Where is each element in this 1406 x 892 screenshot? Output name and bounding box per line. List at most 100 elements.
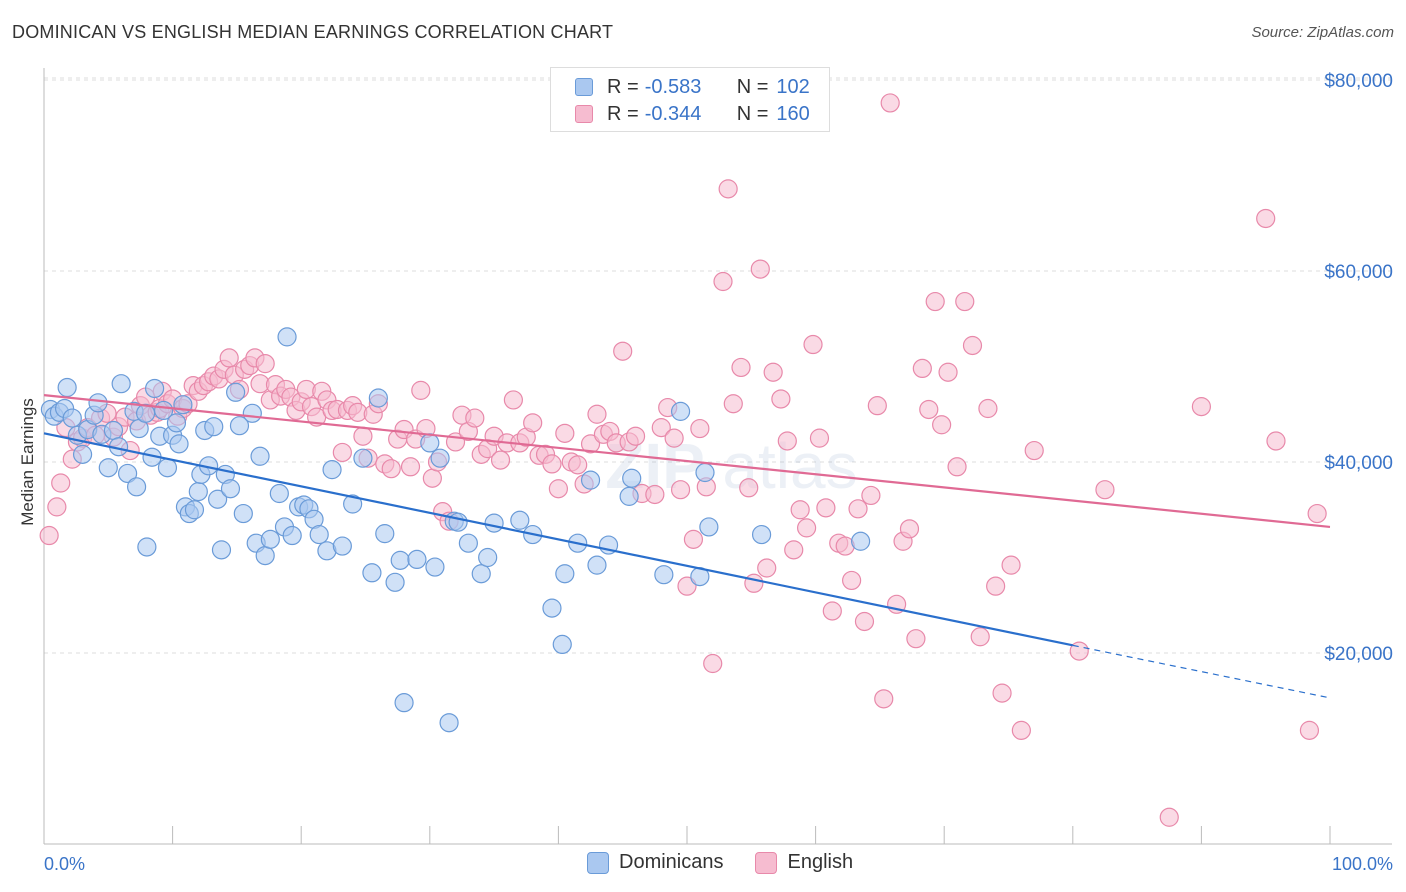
english-point bbox=[816, 498, 836, 518]
dominican-point bbox=[332, 536, 352, 556]
english-point bbox=[880, 93, 900, 113]
dominican-point bbox=[208, 489, 228, 509]
dominican-point bbox=[385, 572, 405, 592]
english-point bbox=[906, 629, 926, 649]
dominican-point bbox=[260, 529, 280, 549]
dominican-point bbox=[622, 468, 642, 488]
english-point bbox=[381, 459, 401, 479]
dominican-point bbox=[88, 393, 108, 413]
dominican-point bbox=[851, 531, 871, 551]
dominican-point bbox=[368, 388, 388, 408]
dominican-point bbox=[695, 462, 715, 483]
legend-item-dominicans: Dominicans bbox=[587, 851, 723, 874]
dominican-point bbox=[229, 416, 250, 436]
dominican-point bbox=[111, 374, 131, 394]
english-point bbox=[1299, 720, 1320, 740]
series-legend: Dominicans English bbox=[587, 851, 885, 874]
dominican-point bbox=[250, 446, 270, 466]
english-point bbox=[625, 426, 646, 446]
dominican-point bbox=[226, 382, 246, 402]
english-point bbox=[677, 576, 697, 596]
english-point bbox=[664, 428, 684, 448]
english-point bbox=[925, 291, 945, 312]
english-point bbox=[796, 518, 817, 538]
english-point bbox=[645, 484, 665, 505]
dominican-point bbox=[542, 598, 562, 618]
english-point bbox=[651, 418, 671, 438]
dominican-point bbox=[394, 693, 414, 713]
dominican-point bbox=[72, 444, 93, 464]
english-point bbox=[750, 259, 770, 279]
english-point bbox=[555, 423, 575, 443]
dominican-point bbox=[448, 512, 468, 532]
dominican-point bbox=[439, 713, 459, 733]
english-point bbox=[1001, 555, 1021, 575]
y-axis-label: Median Earnings bbox=[18, 398, 37, 526]
english-point bbox=[848, 499, 868, 519]
english-point bbox=[422, 468, 442, 488]
english-point bbox=[723, 394, 743, 414]
english-point bbox=[523, 413, 543, 433]
english-point bbox=[763, 362, 783, 382]
english-point bbox=[613, 341, 633, 361]
dominican-point bbox=[166, 413, 187, 433]
english-point bbox=[580, 434, 601, 454]
english-trend-line bbox=[43, 394, 1331, 529]
dominican-point bbox=[670, 401, 691, 421]
y-tick-label: $40,000 bbox=[1324, 453, 1393, 474]
english-point bbox=[670, 480, 691, 500]
english-point bbox=[757, 558, 777, 578]
dominican-point bbox=[430, 448, 450, 468]
english-point bbox=[854, 611, 875, 632]
legend-row-dominicans: R = -0.583 N = 102 bbox=[575, 75, 810, 99]
dominican-point bbox=[169, 434, 189, 454]
english-point bbox=[587, 404, 607, 424]
english-point bbox=[978, 398, 998, 419]
dominican-point bbox=[407, 549, 427, 570]
dominican-legend-swatch bbox=[587, 851, 609, 874]
english-point bbox=[713, 271, 733, 292]
english-point bbox=[790, 500, 810, 520]
y-tick-label: $60,000 bbox=[1324, 262, 1393, 283]
english-point bbox=[919, 399, 939, 420]
dominican-point bbox=[157, 458, 178, 478]
trend-lines bbox=[43, 394, 1331, 699]
english-point bbox=[1266, 431, 1286, 451]
dominican-point bbox=[62, 408, 82, 428]
dominican-point bbox=[211, 540, 232, 560]
english-point bbox=[503, 390, 523, 410]
dominican-point bbox=[57, 377, 77, 398]
english-point bbox=[842, 570, 862, 591]
english-point bbox=[809, 428, 830, 448]
english-point bbox=[739, 478, 759, 498]
english-point bbox=[822, 601, 842, 621]
dominican-point bbox=[552, 634, 572, 655]
english-point bbox=[542, 454, 562, 474]
dominican-point bbox=[375, 524, 395, 544]
axes bbox=[43, 68, 1392, 845]
english-point bbox=[861, 485, 881, 506]
english-point bbox=[1307, 503, 1327, 524]
legend-item-english: English bbox=[755, 851, 853, 874]
n-value: 160 bbox=[776, 102, 810, 125]
english-point bbox=[490, 450, 511, 470]
dominican-point bbox=[322, 460, 342, 480]
english-point bbox=[1069, 641, 1089, 661]
dominican-point bbox=[98, 458, 118, 478]
english-point bbox=[938, 362, 958, 382]
x-tick-label-min: 0.0% bbox=[44, 854, 85, 874]
r-label: R = bbox=[607, 75, 639, 98]
dominican-point bbox=[471, 564, 491, 584]
dominican-swatch bbox=[575, 78, 593, 96]
y-tick-label: $80,000 bbox=[1324, 71, 1393, 92]
english-point bbox=[962, 335, 983, 356]
english-point bbox=[1024, 440, 1044, 461]
english-point bbox=[867, 396, 887, 416]
dominican-point bbox=[343, 494, 363, 514]
english-point bbox=[1159, 807, 1179, 827]
dominican-point bbox=[255, 545, 275, 566]
dominican-point bbox=[188, 482, 208, 502]
english-point bbox=[874, 689, 894, 709]
chart-title: DOMINICAN VS ENGLISH MEDIAN EARNINGS COR… bbox=[12, 22, 614, 42]
dominican-point bbox=[362, 563, 382, 583]
